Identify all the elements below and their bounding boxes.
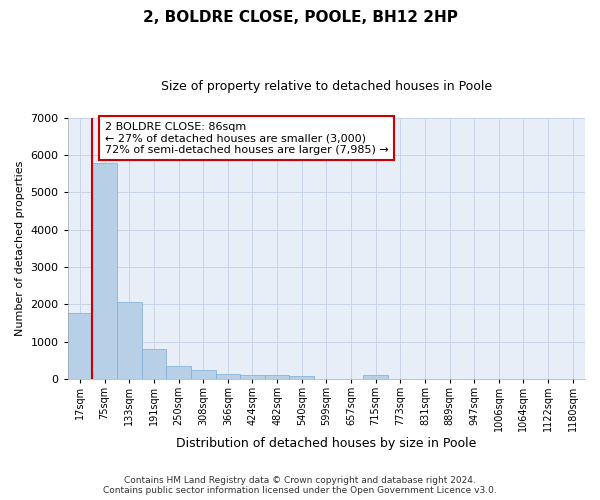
- Bar: [265, 376, 289, 379]
- Bar: [215, 374, 240, 379]
- Text: Contains HM Land Registry data © Crown copyright and database right 2024.
Contai: Contains HM Land Registry data © Crown c…: [103, 476, 497, 495]
- Bar: [142, 349, 166, 379]
- Bar: [289, 376, 314, 379]
- Bar: [92, 164, 117, 379]
- Title: Size of property relative to detached houses in Poole: Size of property relative to detached ho…: [161, 80, 492, 93]
- Bar: [166, 366, 191, 379]
- Text: 2 BOLDRE CLOSE: 86sqm
← 27% of detached houses are smaller (3,000)
72% of semi-d: 2 BOLDRE CLOSE: 86sqm ← 27% of detached …: [104, 122, 388, 154]
- Bar: [68, 312, 92, 379]
- Bar: [117, 302, 142, 379]
- X-axis label: Distribution of detached houses by size in Poole: Distribution of detached houses by size …: [176, 437, 476, 450]
- Bar: [364, 376, 388, 379]
- Y-axis label: Number of detached properties: Number of detached properties: [15, 160, 25, 336]
- Bar: [191, 370, 215, 379]
- Text: 2, BOLDRE CLOSE, POOLE, BH12 2HP: 2, BOLDRE CLOSE, POOLE, BH12 2HP: [143, 10, 457, 25]
- Bar: [240, 375, 265, 379]
